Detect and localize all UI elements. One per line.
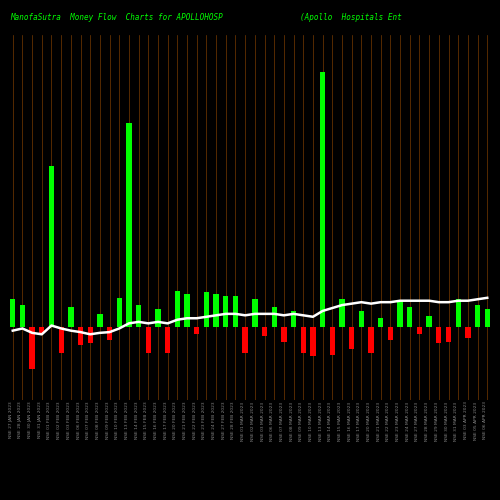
Bar [136,305,141,327]
Bar [204,292,209,327]
Bar [330,327,335,354]
Bar [146,327,151,352]
Bar [174,290,180,327]
Bar [68,306,73,327]
Bar [165,327,170,352]
Bar [88,327,93,343]
Bar [465,327,470,338]
Bar [320,72,326,327]
Bar [242,327,248,352]
Bar [484,308,490,327]
Bar [97,314,102,327]
Bar [300,327,306,352]
Bar [310,327,316,356]
Bar [184,294,190,327]
Bar [107,327,112,340]
Bar [194,327,200,334]
Bar [407,306,412,327]
Bar [368,327,374,352]
Bar [20,305,25,327]
Bar [233,296,238,327]
Bar [417,327,422,334]
Bar [272,306,277,327]
Bar [426,316,432,327]
Bar [58,327,64,352]
Bar [252,300,258,327]
Bar [378,318,384,327]
Bar [358,311,364,327]
Bar [456,300,461,327]
Bar [39,327,44,333]
Bar [262,327,267,336]
Bar [78,327,83,345]
Text: ManofaSutra  Money Flow  Charts for APOLLOHOSP: ManofaSutra Money Flow Charts for APOLLO… [10,12,223,22]
Bar [281,327,286,342]
Bar [49,166,54,327]
Bar [10,300,16,327]
Bar [446,327,451,342]
Bar [116,298,122,327]
Bar [223,296,228,327]
Bar [340,300,344,327]
Bar [349,327,354,349]
Bar [126,122,132,327]
Bar [30,327,35,370]
Text: (Apollo  Hospitals Ent: (Apollo Hospitals Ent [300,12,402,22]
Bar [214,294,219,327]
Bar [475,305,480,327]
Bar [436,327,442,343]
Bar [388,327,393,340]
Bar [291,311,296,327]
Bar [156,308,160,327]
Bar [398,302,403,327]
